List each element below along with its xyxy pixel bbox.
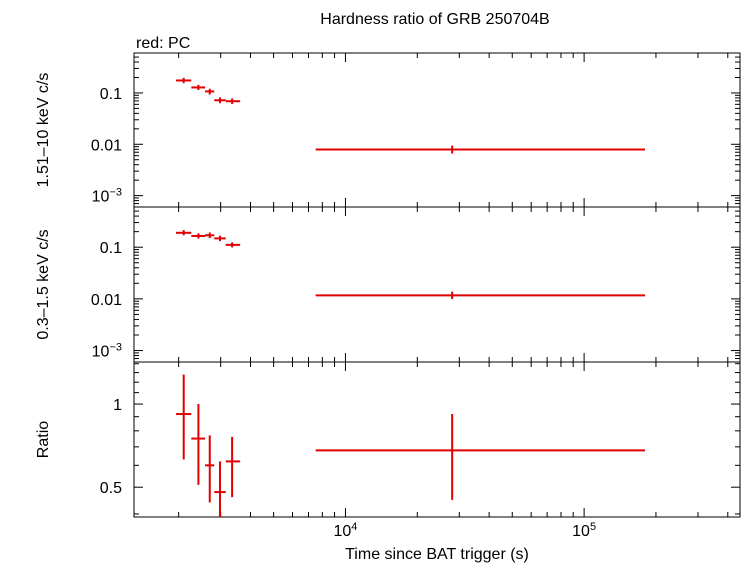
- y-tick-label: 0.01: [91, 137, 122, 154]
- data-point: [225, 98, 241, 104]
- panel-2: 0.1 0.01 10−3 0.3–1.5 keV c/s: [35, 206, 741, 363]
- data-point: [225, 436, 241, 498]
- x-axis-label: Time since BAT trigger (s): [345, 546, 529, 563]
- panels: 0.1 0.01 10−3 1.51–10 keV c/s 0.1 0.01 10−3 0.3…: [35, 52, 741, 540]
- x-tick-label: 105: [572, 521, 596, 540]
- data-point: [205, 232, 215, 239]
- panel-3: 1 0.5 Ratio: [35, 361, 741, 518]
- x-tick-label: 104: [333, 521, 357, 540]
- y-tick-label: 10−3: [92, 187, 122, 206]
- chart-title: Hardness ratio of GRB 250704B: [320, 11, 549, 28]
- data-point: [191, 404, 206, 485]
- data-point: [315, 291, 646, 300]
- chart-subtitle: red: PC: [136, 35, 190, 52]
- data-point: [176, 374, 192, 460]
- data-point: [176, 230, 192, 236]
- data-point: [191, 84, 206, 91]
- data-point: [205, 435, 215, 503]
- data-point: [315, 145, 646, 154]
- data-point: [315, 414, 646, 500]
- y-axis-label: Ratio: [35, 421, 52, 458]
- y-tick-label: 0.01: [91, 292, 122, 309]
- data-point: [176, 77, 192, 84]
- panel-frame: [133, 206, 741, 363]
- data-point: [214, 461, 226, 517]
- data-point: [214, 235, 226, 242]
- y-tick-label: 0.1: [100, 86, 122, 103]
- y-axis-label: 0.3–1.5 keV c/s: [35, 229, 52, 339]
- y-tick-label: 10−3: [92, 342, 122, 361]
- y-tick-label: 0.5: [100, 480, 122, 497]
- y-tick-label: 0.1: [100, 240, 122, 257]
- data-point: [205, 88, 215, 95]
- data-point: [191, 233, 206, 239]
- panel-frame: [133, 361, 741, 518]
- y-axis-label: 1.51–10 keV c/s: [35, 73, 52, 188]
- panel-1: 0.1 0.01 10−3 1.51–10 keV c/s: [35, 52, 741, 208]
- panel-frame: [133, 52, 741, 208]
- data-point: [225, 242, 241, 248]
- y-tick-label: 1: [113, 397, 122, 414]
- data-point: [214, 97, 226, 104]
